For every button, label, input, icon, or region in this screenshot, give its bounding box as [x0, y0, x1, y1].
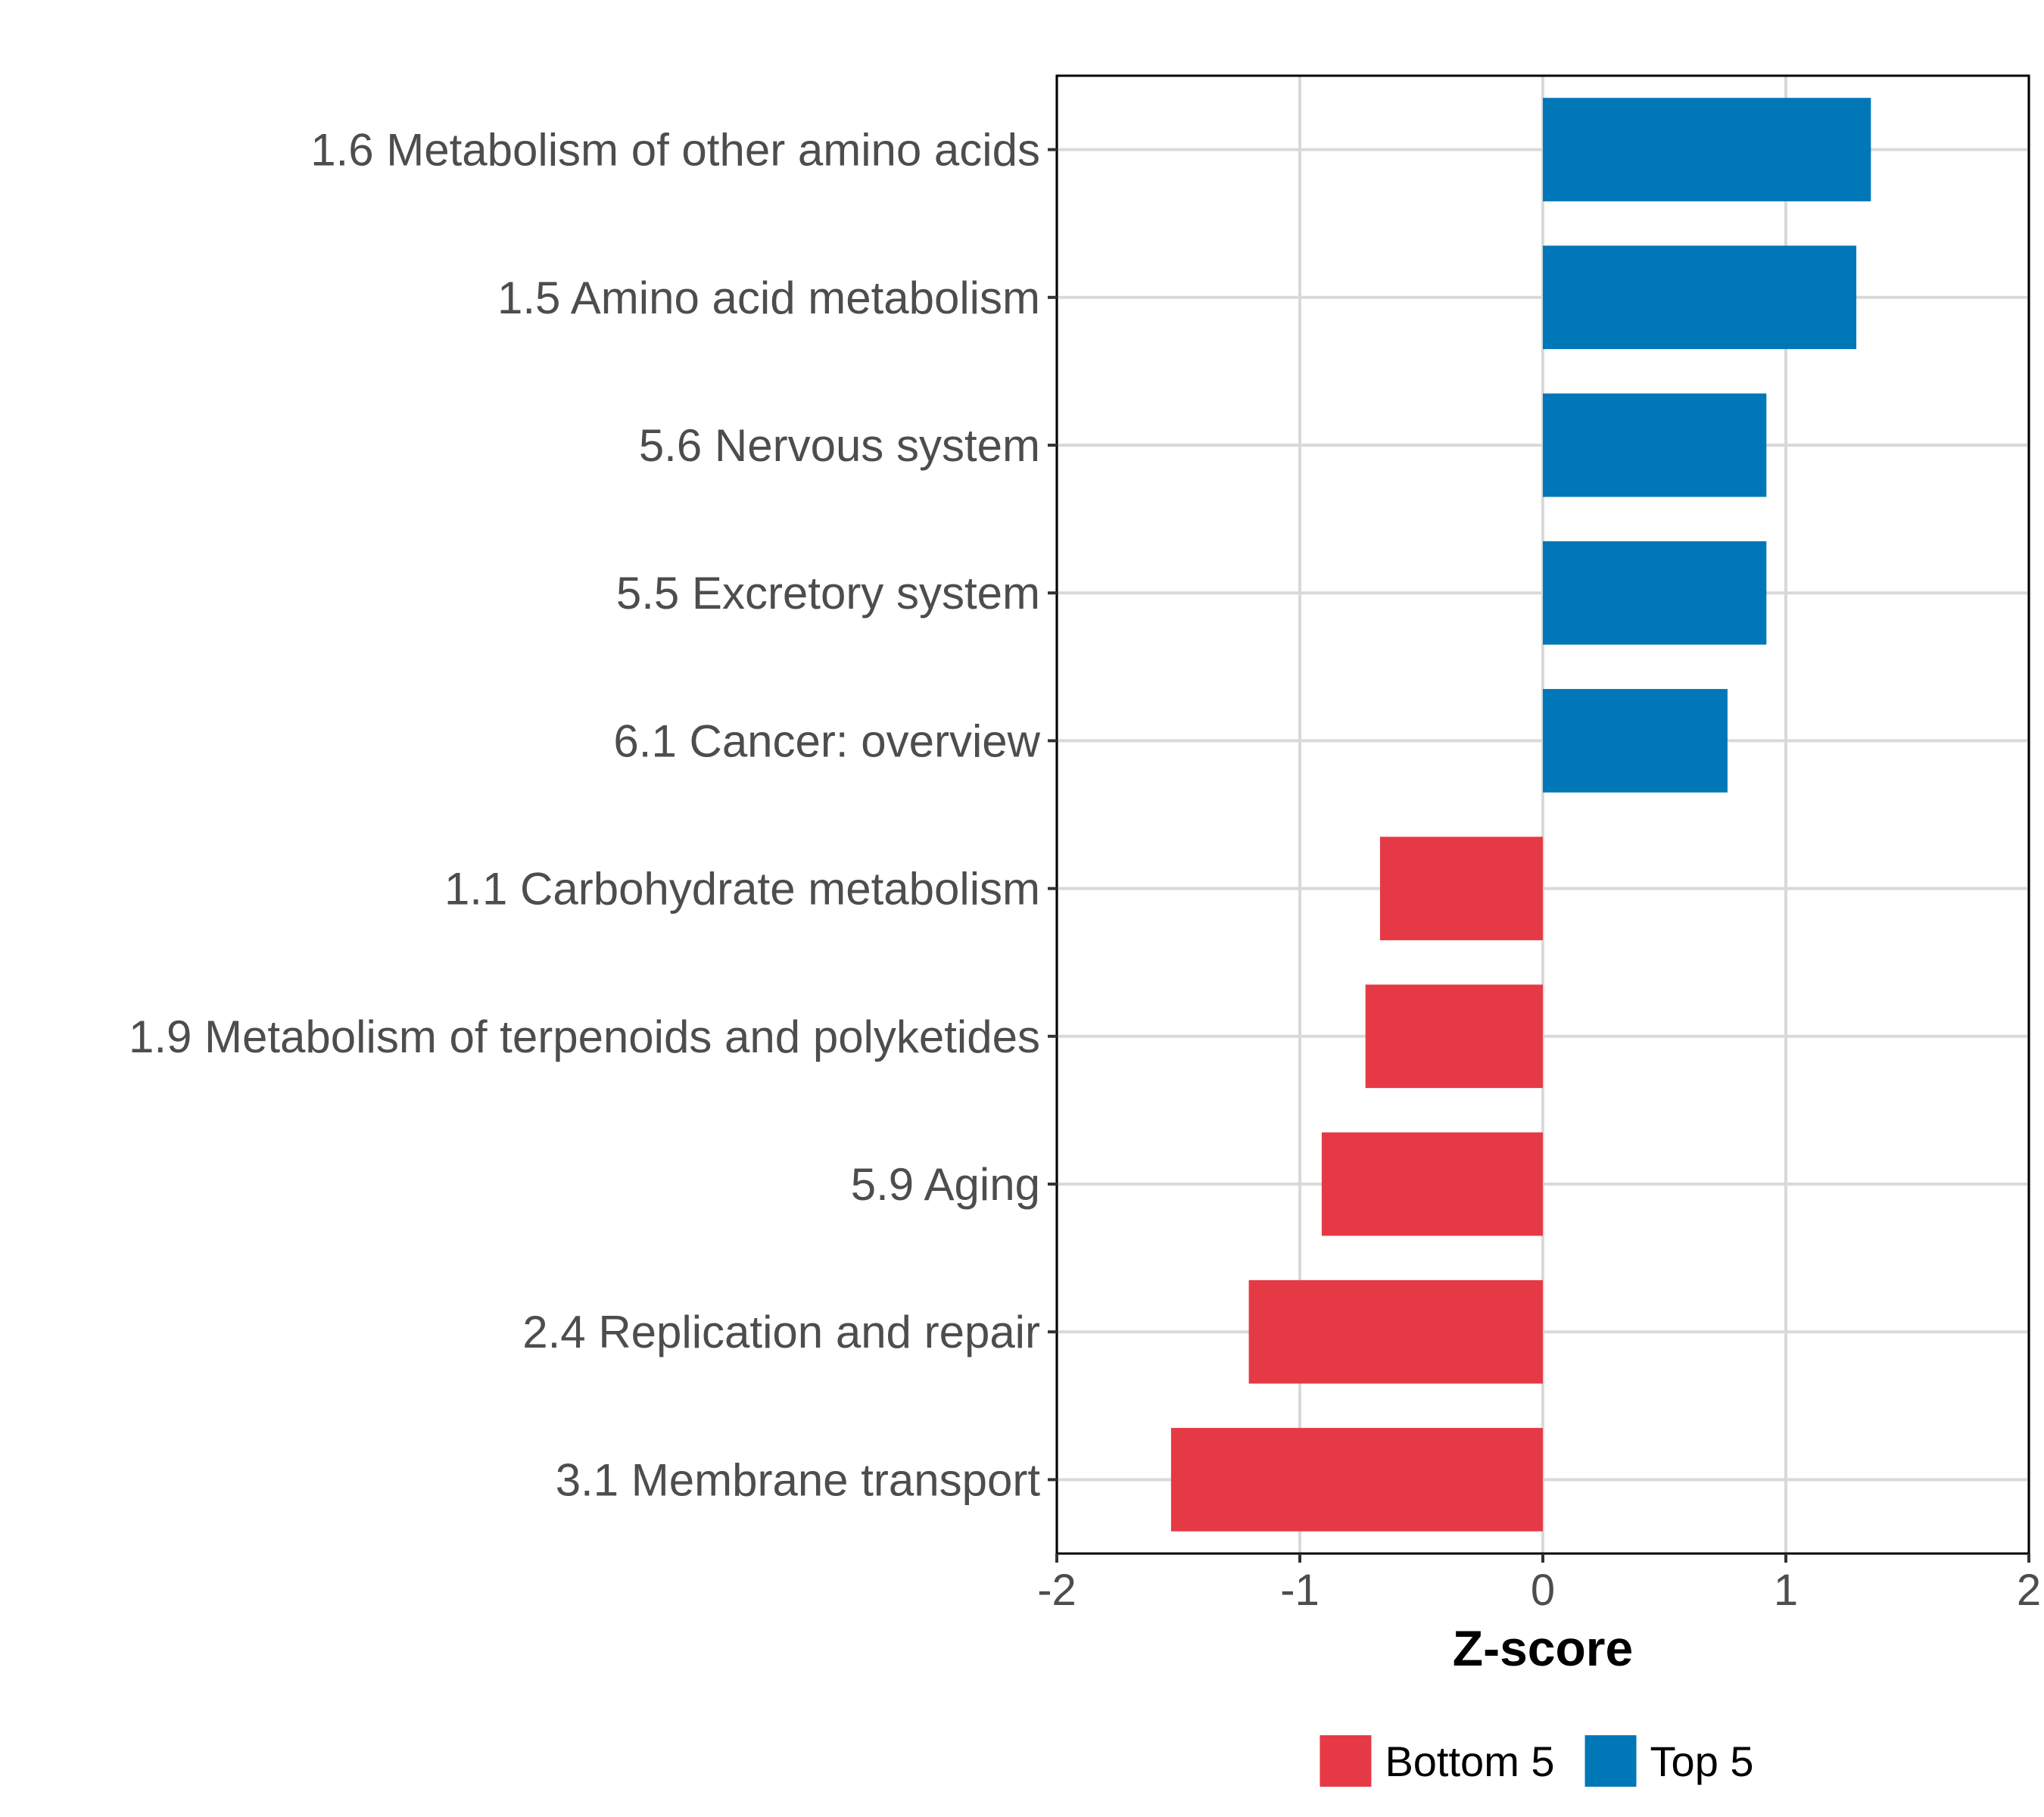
bar	[1543, 393, 1767, 497]
bar	[1170, 1428, 1543, 1532]
bar	[1543, 98, 1871, 201]
x-tick-label: 0	[1531, 1566, 1555, 1615]
y-tick-label: 5.9 Aging	[851, 1159, 1040, 1210]
legend-label: Top 5	[1650, 1738, 1754, 1785]
y-tick-label: 1.5 Amino acid metabolism	[497, 273, 1040, 323]
x-axis-title: Z-score	[1453, 1620, 1633, 1676]
bar	[1365, 984, 1543, 1089]
bar	[1248, 1279, 1543, 1384]
bar	[1543, 245, 1857, 350]
y-tick-label: 5.6 Nervous system	[639, 420, 1040, 471]
x-tick-label: 2	[2017, 1566, 2041, 1615]
y-tick-label: 3.1 Membrane transport	[556, 1454, 1041, 1505]
x-tick-label: 1	[1774, 1566, 1798, 1615]
legend-label: Bottom 5	[1385, 1738, 1554, 1785]
legend-key	[1320, 1735, 1372, 1787]
y-tick-label: 2.4 Replication and repair	[522, 1307, 1040, 1357]
x-tick-label: -1	[1280, 1566, 1320, 1615]
y-tick-label: 6.1 Cancer: overview	[613, 715, 1040, 766]
bar	[1543, 689, 1728, 793]
legend-key	[1584, 1735, 1637, 1787]
bars	[1170, 98, 1871, 1532]
y-tick-label: 1.6 Metabolism of other amino acids	[310, 125, 1040, 176]
y-tick-label: 1.1 Carbohydrate metabolism	[444, 864, 1040, 915]
y-axis: 1.6 Metabolism of other amino acids 1.5 A…	[129, 125, 1057, 1505]
x-axis: -2 -1 0 1 2	[1037, 1554, 2041, 1615]
bar	[1321, 1132, 1543, 1236]
y-tick-label: 1.9 Metabolism of terpenoids and polyket…	[129, 1011, 1040, 1062]
bar	[1543, 541, 1767, 645]
y-tick-label: 5.5 Excretory system	[616, 568, 1040, 619]
x-tick-label: -2	[1037, 1566, 1077, 1615]
legend: Bottom 5 Top 5	[1320, 1735, 1754, 1787]
bar	[1379, 837, 1543, 940]
